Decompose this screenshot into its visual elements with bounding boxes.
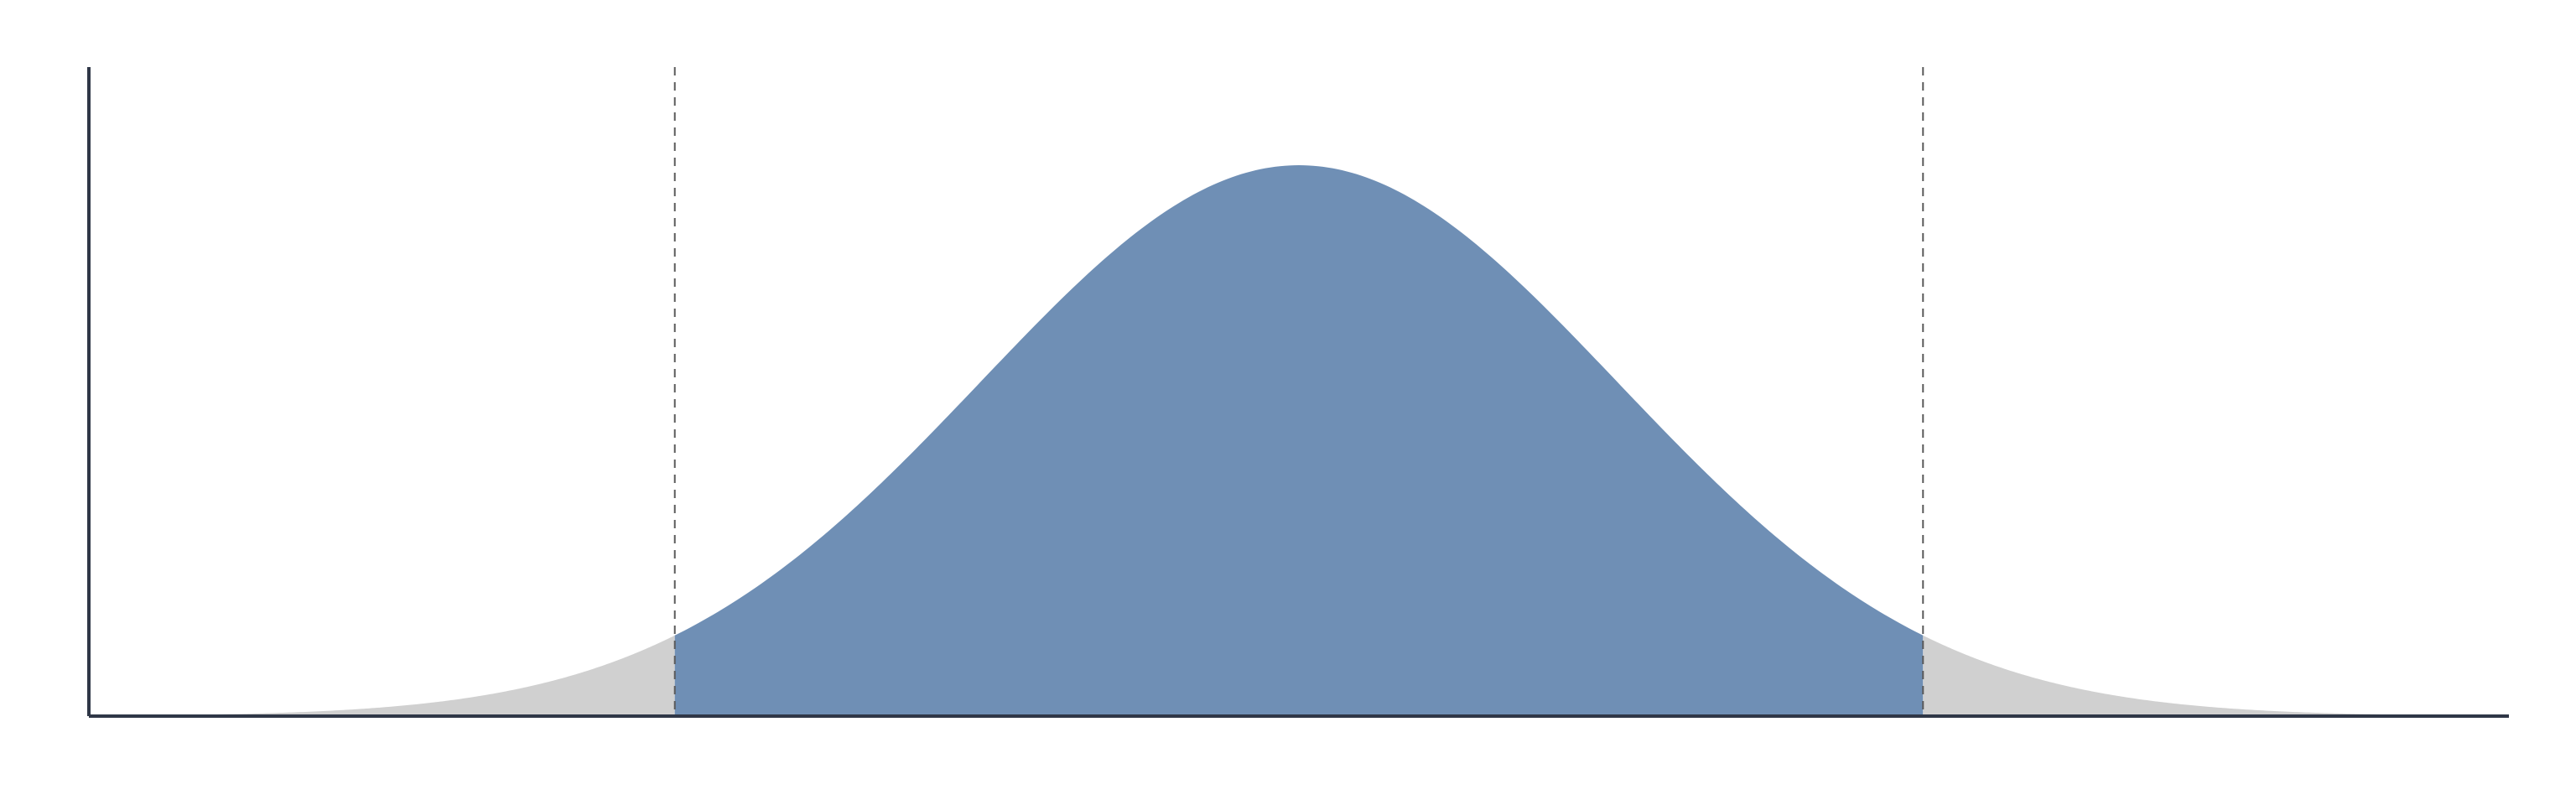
critical-lines-layer [673, 67, 1924, 716]
axis-layer [87, 67, 2509, 718]
left-tail-area [89, 635, 675, 716]
right-tail-area [1923, 635, 2509, 716]
central-probability-area [674, 165, 1924, 717]
regions-layer [89, 165, 2509, 717]
